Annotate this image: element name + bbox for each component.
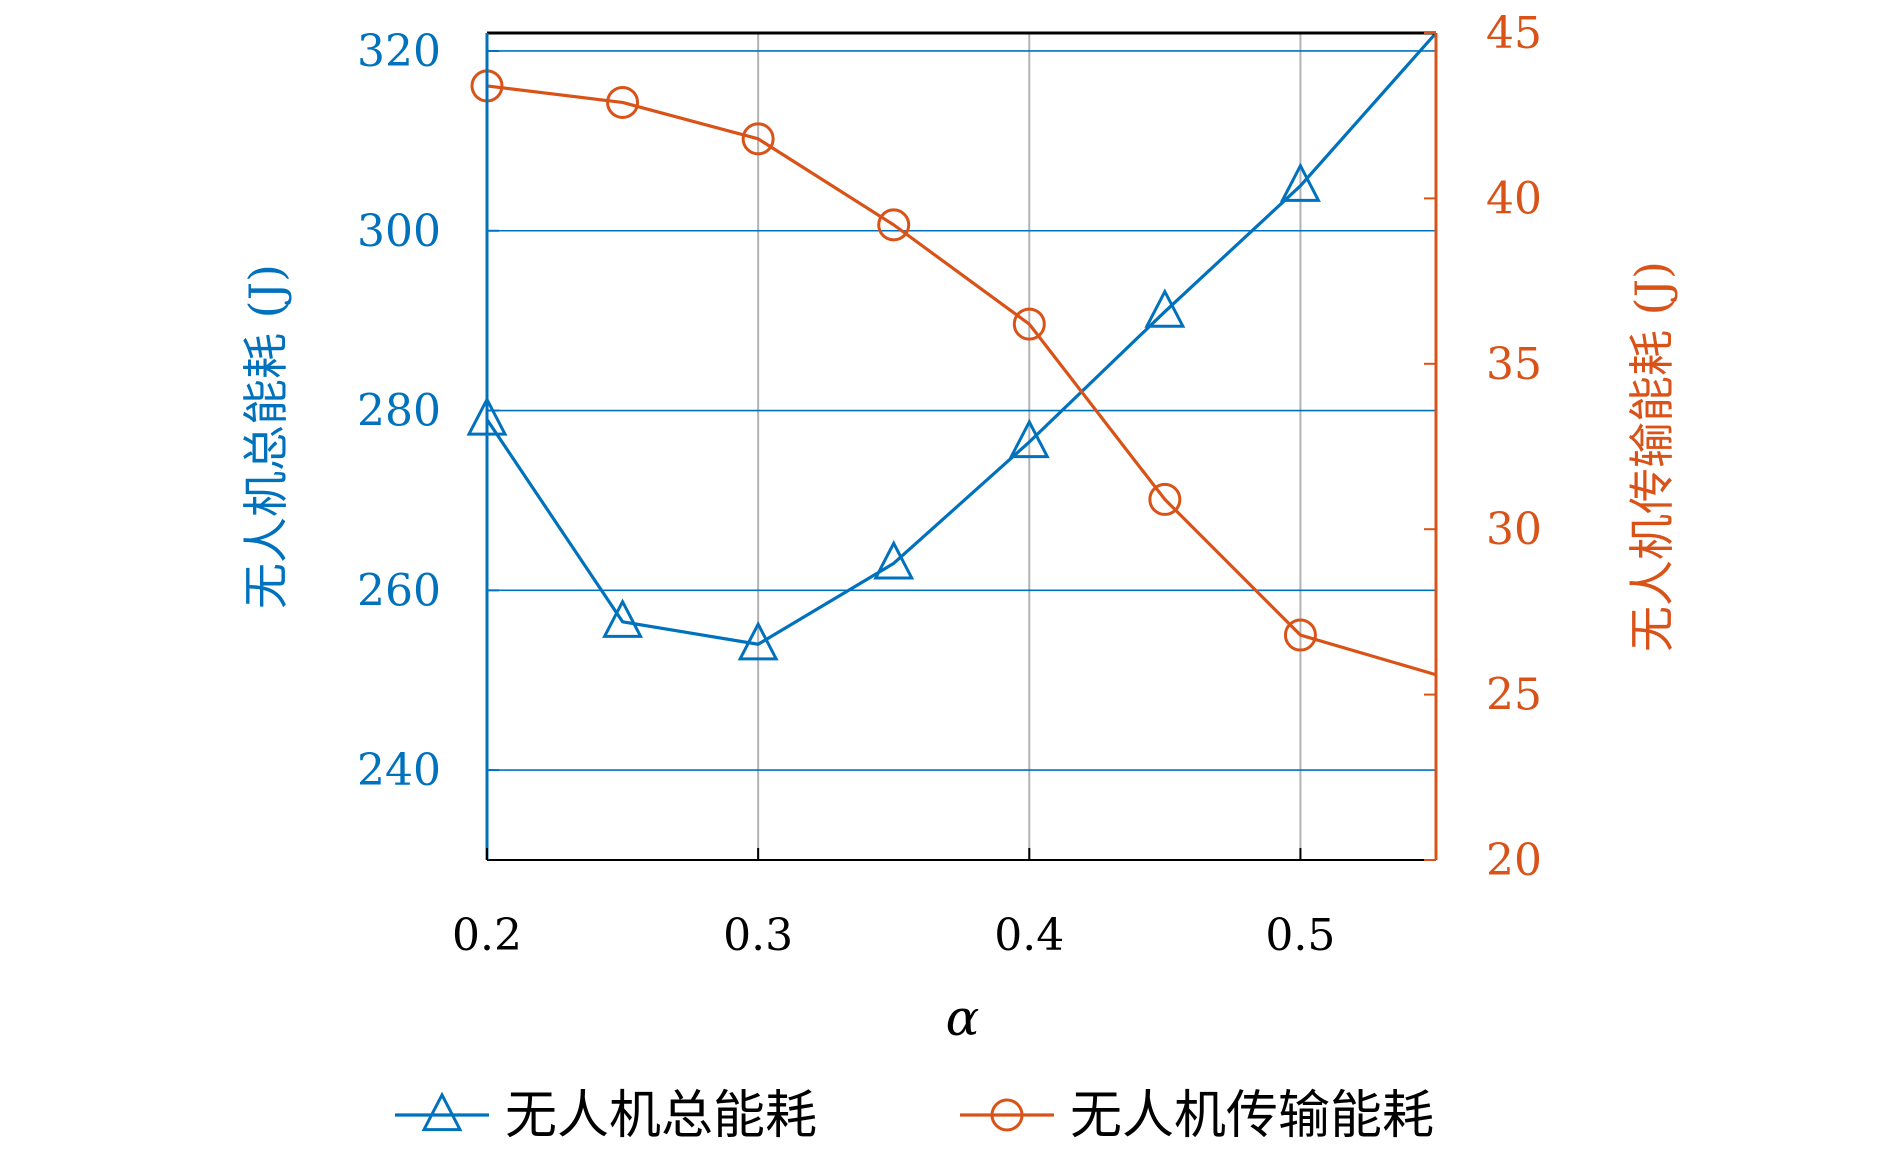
right-axis-tick-label: 35	[1486, 339, 1542, 390]
series-line	[486, 84, 1437, 677]
x-axis-tick-label: 0.4	[994, 910, 1064, 961]
legend-entry-1: 无人机总能耗	[395, 1086, 817, 1146]
data-point-circle	[1012, 307, 1046, 341]
legend-marker-triangle	[421, 1091, 463, 1132]
right-axis-tick-label: 30	[1486, 504, 1542, 555]
data-point-circle	[877, 208, 911, 242]
legend-marker-circle	[990, 1098, 1024, 1132]
right-axis-tick-label: 20	[1486, 835, 1542, 886]
left-axis-tick-label: 260	[357, 565, 441, 616]
legend: 无人机总能耗 无人机传输能耗	[395, 1086, 1434, 1146]
legend-label: 无人机传输能耗	[1070, 1086, 1434, 1146]
series-1	[466, 31, 1438, 661]
series-line	[485, 31, 1438, 646]
data-point-triangle	[1144, 288, 1186, 328]
data-point-triangle	[737, 620, 779, 661]
left-axis-tick-label: 320	[357, 26, 441, 77]
right-axis-tick-label: 40	[1486, 173, 1542, 224]
x-axis-tick-label: 0.2	[452, 910, 522, 961]
data-point-circle	[1283, 618, 1317, 652]
left-axis-tick-label: 300	[357, 206, 441, 257]
data-point-triangle	[1008, 418, 1050, 459]
x-axis-label: α	[946, 989, 980, 1047]
legend-label: 无人机总能耗	[505, 1086, 817, 1146]
right-axis-label: 无人机传输能耗 (J)	[1625, 261, 1679, 652]
series-2	[470, 69, 1437, 677]
legend-entry-2: 无人机传输能耗	[960, 1086, 1434, 1146]
data-point-triangle	[1279, 162, 1321, 202]
data-point-circle	[1148, 482, 1182, 516]
right-axis-tick-label: 45	[1486, 8, 1542, 59]
x-axis-tick-label: 0.3	[723, 910, 793, 961]
left-axis-tick-label: 240	[357, 745, 441, 796]
right-axis-tick-label: 25	[1486, 670, 1542, 721]
axes-layer: 240 260 280 300 320 无人机总能耗 (J) 20 25 30 35 40 45 无人机…	[239, 8, 1679, 1047]
data-point-circle	[606, 85, 640, 119]
data-point-circle	[741, 122, 775, 156]
data-point-triangle	[602, 598, 644, 638]
x-axis-tick-label: 0.5	[1265, 910, 1335, 961]
left-axis-label: 无人机总能耗 (J)	[239, 264, 293, 609]
series-layer	[466, 31, 1438, 677]
grid-layer	[486, 33, 1436, 860]
left-axis-tick-label: 280	[357, 386, 441, 437]
data-point-triangle	[873, 540, 915, 580]
